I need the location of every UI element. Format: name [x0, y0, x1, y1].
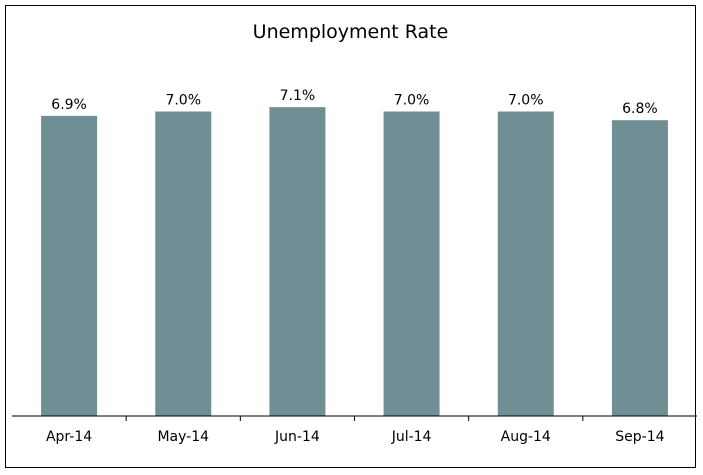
- x-tick-label-aug-14: Aug-14: [501, 429, 551, 445]
- x-tick-label-may-14: May-14: [157, 429, 209, 445]
- x-tick-label-jul-14: Jul-14: [391, 429, 432, 445]
- chart-plot: 6.9% 7.0% 7.1% 7.0% 7.0% 6.8% Apr-14 May-14 Jun…: [12, 88, 697, 445]
- x-tick-label-jun-14: Jun-14: [274, 429, 320, 445]
- data-label-apr-14: 6.9%: [51, 97, 87, 113]
- bar-jul-14: [383, 111, 440, 416]
- x-axis: Apr-14 May-14 Jun-14 Jul-14 Aug-14 Sep-14: [12, 415, 697, 445]
- bar-apr-14: [41, 115, 98, 416]
- x-tick-label-apr-14: Apr-14: [46, 429, 92, 445]
- bar-jun-14: [269, 107, 326, 417]
- x-tick-label-sep-14: Sep-14: [615, 429, 664, 445]
- chart-title: Unemployment Rate: [252, 21, 449, 43]
- data-labels-group: 6.9% 7.0% 7.1% 7.0% 7.0% 6.8%: [51, 88, 657, 117]
- bar-aug-14: [497, 111, 554, 416]
- data-label-jun-14: 7.1%: [280, 88, 316, 104]
- bar-sep-14: [611, 120, 668, 416]
- data-label-aug-14: 7.0%: [508, 93, 544, 109]
- data-label-jul-14: 7.0%: [394, 93, 430, 109]
- chart-frame: Unemployment Rate 6.9% 7.0% 7.1% 7.0% 7.0% 6.…: [5, 5, 697, 468]
- bar-may-14: [155, 111, 212, 416]
- data-label-sep-14: 6.8%: [622, 101, 658, 117]
- bars-group: [41, 107, 668, 417]
- data-label-may-14: 7.0%: [165, 93, 201, 109]
